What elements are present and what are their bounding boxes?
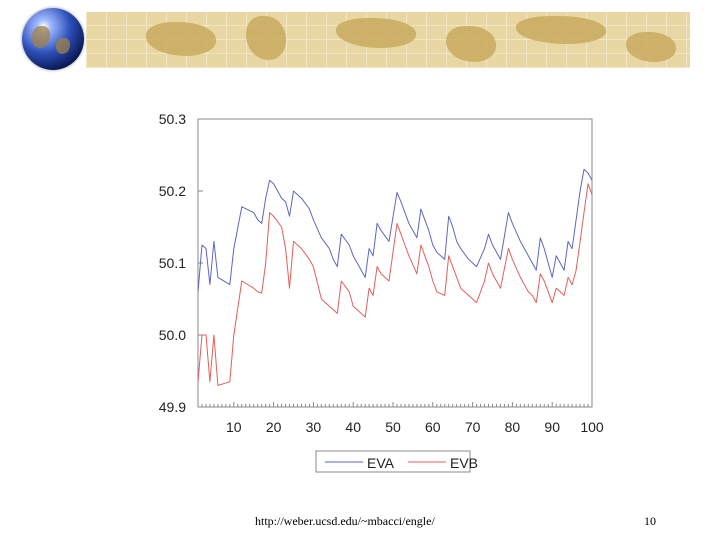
- globe-land: [32, 26, 50, 48]
- map-continent: [246, 16, 286, 60]
- y-axis: 50.3 50.2 50.1 50.0 49.9: [159, 111, 203, 415]
- x-axis: 10 20 30 40 50 60 70 80 90 100: [197, 402, 604, 435]
- world-map-banner: [86, 12, 690, 68]
- x-tick-label: 30: [306, 419, 322, 435]
- map-continent: [446, 26, 496, 62]
- map-continent: [336, 18, 416, 48]
- x-tick-label: 20: [266, 419, 282, 435]
- series-line-eva: [197, 168, 593, 292]
- x-tick-label: 40: [345, 419, 361, 435]
- y-tick-label: 50.3: [159, 111, 186, 127]
- x-tick-label: 80: [505, 419, 521, 435]
- plot-frame: [197, 118, 593, 408]
- series-layer: [197, 168, 593, 386]
- legend-label-eva: EVA: [367, 455, 395, 471]
- globe-icon: [22, 8, 84, 70]
- y-tick-label: 50.0: [159, 327, 186, 343]
- x-tick-label: 90: [544, 419, 560, 435]
- legend-box: [315, 450, 471, 473]
- x-tick-label: 50: [385, 419, 401, 435]
- footer-url[interactable]: http://weber.ucsd.edu/~mbacci/engle/: [255, 514, 435, 528]
- legend: EVA EVB: [315, 450, 478, 473]
- page-number: 10: [644, 514, 656, 528]
- y-tick-label: 49.9: [159, 399, 186, 415]
- y-tick-label: 50.1: [159, 255, 186, 271]
- map-continent: [626, 32, 676, 62]
- x-tick-label: 70: [465, 419, 481, 435]
- map-continent: [516, 16, 606, 44]
- x-tick-label: 100: [580, 419, 604, 435]
- globe-land: [56, 38, 70, 54]
- x-tick-label: 10: [226, 419, 242, 435]
- legend-label-evb: EVB: [450, 455, 478, 471]
- x-tick-label: 60: [425, 419, 441, 435]
- y-tick-label: 50.2: [159, 183, 186, 199]
- map-continent: [146, 22, 216, 56]
- series-line-evb: [197, 183, 593, 386]
